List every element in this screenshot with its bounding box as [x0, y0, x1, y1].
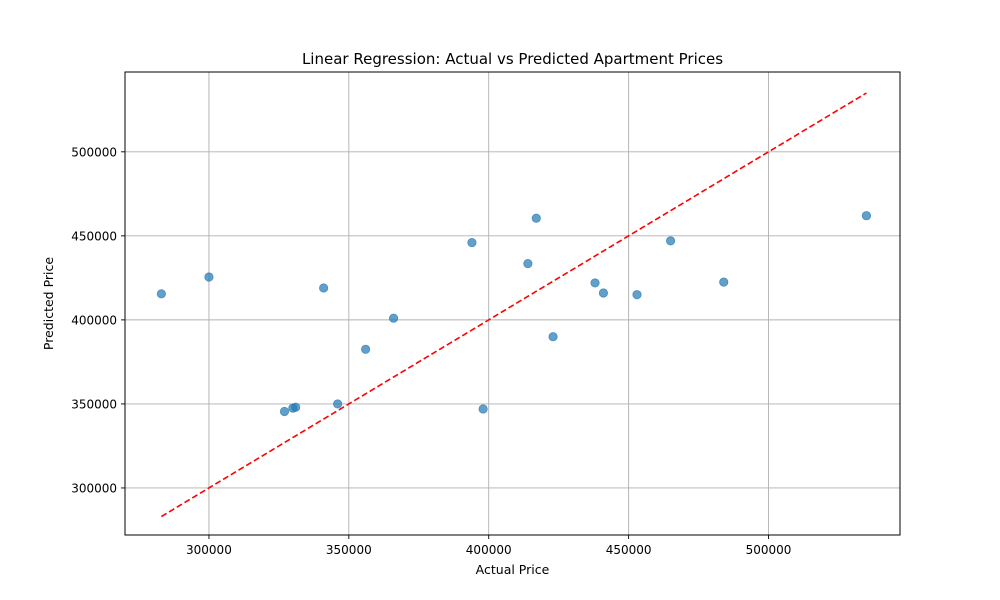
x-axis-label: Actual Price	[476, 562, 550, 577]
data-point	[523, 258, 533, 269]
data-point	[598, 288, 609, 298]
chart-title: Linear Regression: Actual vs Predicted A…	[302, 50, 723, 68]
data-point	[291, 402, 301, 412]
reference-line-layer	[160, 92, 867, 518]
y-tick-label: 300000	[71, 481, 117, 495]
x-tick-label: 450000	[606, 543, 652, 557]
data-point	[319, 283, 329, 293]
data-point	[388, 313, 399, 323]
data-point	[156, 289, 166, 299]
data-point	[361, 344, 371, 354]
grid	[125, 72, 900, 535]
data-point	[719, 277, 729, 287]
x-tick-label: 400000	[466, 543, 512, 557]
x-tick-label: 500000	[746, 543, 792, 557]
data-points	[156, 211, 872, 417]
y-axis-label: Predicted Price	[41, 257, 56, 350]
data-point	[467, 237, 477, 248]
data-point	[548, 332, 558, 342]
data-point	[478, 404, 488, 414]
x-tick-label: 350000	[326, 543, 372, 557]
data-point	[861, 211, 872, 221]
data-point	[279, 406, 290, 417]
reference-line	[160, 92, 867, 518]
y-tick-label: 400000	[71, 313, 117, 327]
y-tick-label: 350000	[71, 397, 117, 411]
data-point	[632, 290, 642, 300]
data-point	[204, 272, 214, 282]
plot-area-frame	[124, 71, 901, 536]
y-tick-label: 450000	[71, 229, 117, 243]
data-point	[531, 213, 541, 223]
data-point	[333, 399, 343, 409]
y-tick-label: 500000	[71, 145, 117, 159]
data-point	[590, 278, 600, 288]
axis-ticks: 300000 350000 400000 450000 500000 300000 3500…	[71, 145, 791, 557]
x-tick-label: 300000	[186, 543, 232, 557]
data-point	[665, 236, 676, 246]
